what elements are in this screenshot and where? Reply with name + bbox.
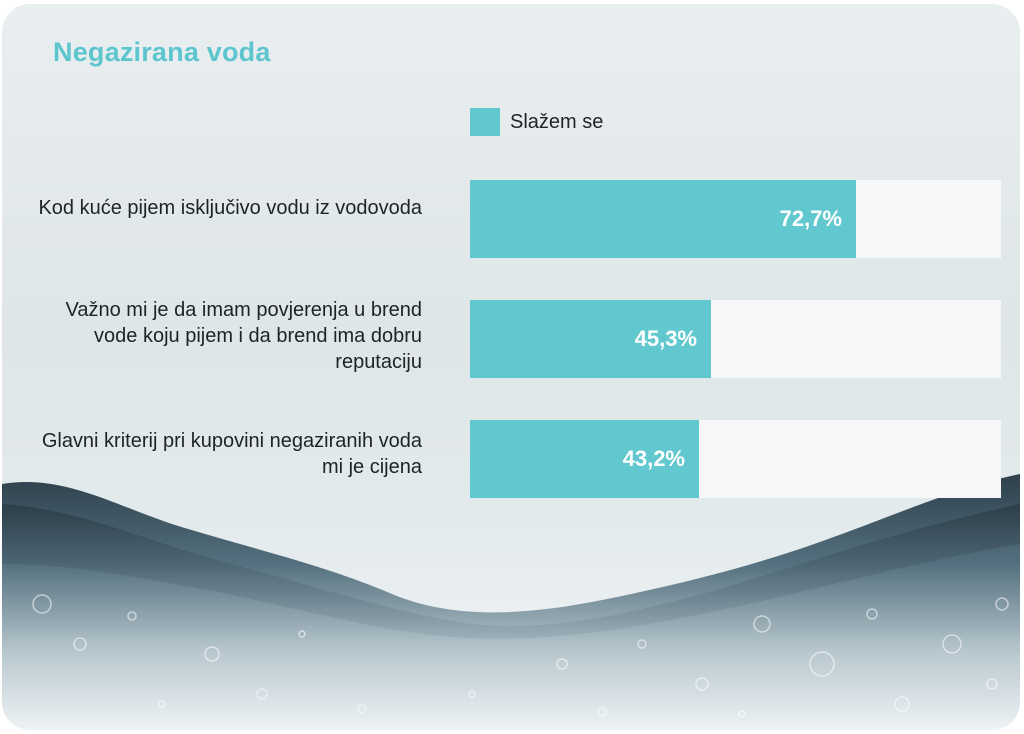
bar-value-label: 72,7% [779, 206, 842, 231]
category-label: Kod kuće pijem isključivo vodu iz vodovo… [38, 197, 422, 219]
bar-track: 45,3% [470, 300, 1001, 378]
category-label: Važno mi je da imam povjerenja u brend v… [65, 299, 422, 373]
bar-value-label: 45,3% [634, 326, 697, 351]
bar-value-label: 43,2% [622, 446, 685, 471]
chart-card: Negazirana voda Slažem se Kod kuće pijem… [2, 4, 1020, 730]
bar-track: 72,7% [470, 180, 1001, 258]
legend: Slažem se [470, 108, 603, 136]
bar-track: 43,2% [470, 420, 1001, 498]
category-label: Glavni kriterij pri kupovini negaziranih… [41, 430, 422, 478]
bar [470, 180, 856, 258]
bar [470, 300, 711, 378]
chart-title: Negazirana voda [53, 37, 271, 67]
water-splash-illustration [2, 474, 1020, 730]
legend-swatch [470, 108, 500, 136]
legend-label: Slažem se [510, 110, 604, 133]
bar [470, 420, 699, 498]
